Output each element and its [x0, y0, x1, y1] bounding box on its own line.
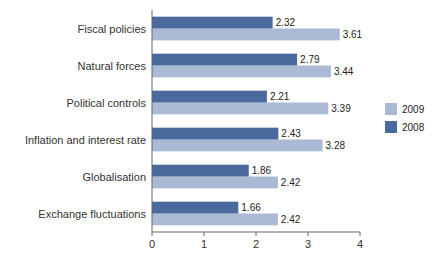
chart: 0 1 2 3 4 3.61 3.44 3.39 3.28 2.42 2.42 2.32 2.79 2.2…: [0, 0, 442, 265]
x-axis: [152, 232, 360, 233]
x-tick-label: 2: [253, 238, 259, 250]
x-tick: [360, 232, 361, 236]
bar: [152, 140, 323, 152]
bar: [152, 91, 267, 103]
x-tick-label: 4: [357, 238, 363, 250]
data-label: 3.28: [326, 140, 346, 151]
legend-label: 2009: [402, 104, 425, 115]
data-label: 2.42: [281, 214, 301, 225]
y-axis: [152, 10, 153, 232]
bar: [152, 29, 340, 41]
x-tick-label: 0: [149, 238, 155, 250]
bar: [152, 54, 297, 66]
data-label: 2.42: [281, 177, 301, 188]
bars: [152, 17, 340, 226]
data-label: 2.79: [300, 54, 320, 65]
x-tick: [308, 232, 309, 236]
legend: 2009 2008: [385, 103, 425, 133]
data-label: 3.61: [343, 29, 363, 40]
data-label: 1.66: [241, 202, 261, 213]
legend-label: 2008: [402, 122, 425, 133]
category-label: Inflation and interest rate: [25, 134, 146, 146]
legend-swatch: [385, 103, 397, 115]
x-tick: [152, 232, 153, 236]
legend-swatch: [385, 121, 397, 133]
data-label: 2.43: [281, 128, 301, 139]
category-label: Exchange fluctuations: [38, 208, 146, 220]
x-tick: [256, 232, 257, 236]
bar: [152, 214, 278, 226]
bar: [152, 165, 249, 177]
data-label: 1.86: [252, 165, 272, 176]
x-tick: [204, 232, 205, 236]
data-label: 3.39: [331, 103, 351, 114]
x-tick-label: 3: [305, 238, 311, 250]
data-label: 3.44: [334, 66, 354, 77]
bar: [152, 66, 331, 78]
bar: [152, 202, 238, 214]
category-label: Fiscal policies: [78, 23, 147, 35]
category-label: Globalisation: [82, 171, 146, 183]
data-label: 2.32: [276, 17, 296, 28]
data-label: 2.21: [270, 91, 290, 102]
bar: [152, 103, 328, 115]
bar: [152, 128, 278, 140]
bar: [152, 17, 273, 29]
category-label: Political controls: [67, 97, 147, 109]
category-label: Natural forces: [78, 60, 147, 72]
x-tick-label: 1: [201, 238, 207, 250]
bar: [152, 177, 278, 189]
